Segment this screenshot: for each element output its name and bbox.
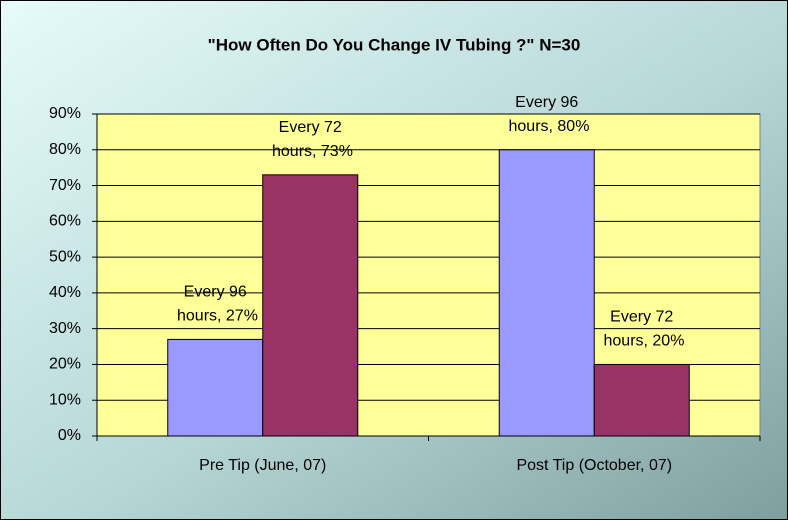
bar [498, 149, 595, 437]
y-tick-label: 40% [49, 284, 81, 301]
y-tick-label: 20% [49, 356, 81, 373]
y-tick-label: 10% [49, 391, 81, 408]
x-tick-label: Pre Tip (June, 07) [199, 457, 326, 474]
y-tick-label: 50% [49, 248, 81, 265]
y-tick-label: 80% [49, 141, 81, 158]
bar [167, 338, 264, 437]
y-tick-label: 0% [58, 427, 81, 444]
data-label: Every 72 hours, 73% [268, 119, 353, 160]
bar [262, 174, 359, 437]
y-tick-label: 30% [49, 320, 81, 337]
x-tick-label: Post Tip (October, 07) [516, 457, 672, 474]
y-tick-label: 60% [49, 213, 81, 230]
bar [593, 363, 690, 437]
chart-title: "How Often Do You Change IV Tubing ?" N=… [208, 35, 581, 54]
y-tick-label: 70% [49, 177, 81, 194]
y-tick-label: 90% [49, 105, 81, 122]
data-label: Every 96 hours, 80% [504, 94, 589, 135]
data-label: Every 96 hours, 27% [173, 284, 258, 325]
data-label: Every 72 hours, 20% [599, 309, 684, 350]
